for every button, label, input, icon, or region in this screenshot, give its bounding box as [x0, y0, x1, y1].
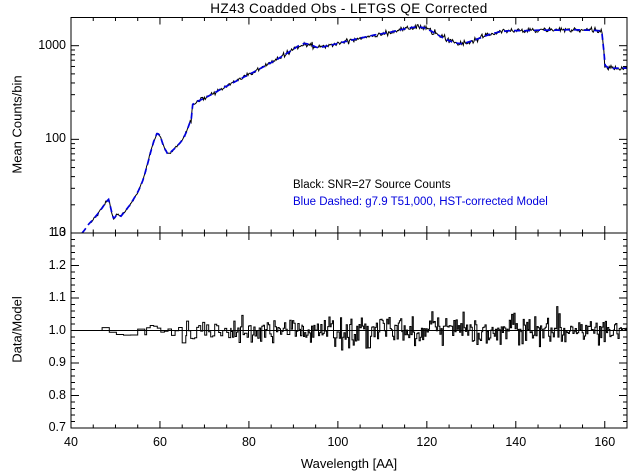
y-tick-label-ratio: 1.3: [48, 225, 66, 239]
x-tick-label: 160: [594, 435, 616, 449]
x-tick-label: 80: [241, 435, 256, 449]
y-tick-label-ratio: 1.2: [48, 257, 66, 272]
y-tick-label-ratio: 0.7: [48, 420, 66, 434]
y-tick-label-ratio: 1.0: [48, 322, 66, 337]
y-axis-label-spectrum: Mean Counts/bin: [9, 75, 25, 174]
x-tick-label: 120: [416, 435, 438, 449]
y-tick-label-spectrum: 100: [45, 131, 66, 146]
y-tick-label-spectrum: 1000: [38, 37, 66, 52]
y-tick-label-ratio: 0.8: [48, 387, 66, 402]
x-tick-label: 140: [505, 435, 527, 449]
x-tick-label: 60: [153, 435, 167, 449]
legend-model-entry: Blue Dashed: g7.9 T51,000, HST-corrected…: [293, 196, 548, 208]
x-tick-label: 40: [64, 435, 78, 449]
chart-title: HZ43 Coadded Obs - LETGS QE Corrected: [210, 1, 488, 16]
y-tick-label-ratio: 0.9: [48, 355, 66, 369]
y-tick-label-ratio: 1.1: [48, 290, 66, 304]
x-tick-label: 100: [327, 435, 349, 449]
legend-data-entry: Black: SNR=27 Source Counts: [293, 179, 451, 191]
y-tick-label-spectrum: 10: [52, 225, 66, 239]
x-axis-label: Wavelength [AA]: [300, 456, 398, 471]
